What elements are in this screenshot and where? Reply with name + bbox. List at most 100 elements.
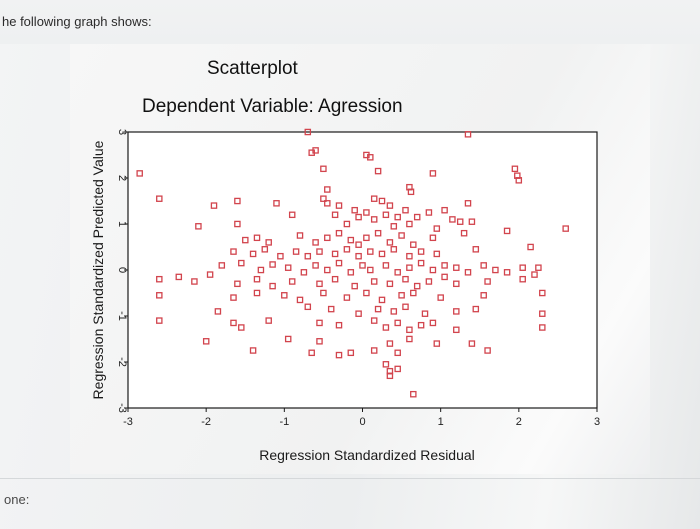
y-tick-label: 0 [116, 267, 128, 273]
scatter-point [386, 280, 394, 288]
scatter-point [394, 269, 401, 276]
scatter-point [433, 340, 441, 347]
scatter-point [312, 239, 319, 246]
scatter-point [288, 211, 296, 219]
scatter-point [390, 223, 398, 230]
scatter-point [191, 278, 198, 285]
y-tick-label: 1 [116, 221, 128, 227]
scatter-point [351, 282, 358, 290]
scatter-point [238, 259, 245, 267]
scatter-point [394, 349, 401, 357]
y-axis-label: Regression Standardized Predicted Value [90, 140, 106, 399]
scatter-point [480, 292, 487, 299]
y-tick-label: -3 [116, 403, 128, 413]
scatter-point [355, 213, 362, 221]
scatter-point [484, 347, 491, 354]
scatter-point [253, 234, 261, 242]
scatter-point [214, 308, 222, 315]
scatter-point [382, 262, 390, 269]
scatter-point [230, 248, 237, 255]
x-tick-label: 2 [516, 416, 522, 428]
scatter-point [363, 234, 370, 242]
scatter-point [398, 292, 405, 299]
scatter-point [374, 167, 382, 175]
scatter-point [370, 195, 378, 202]
scatter-point [347, 269, 355, 276]
scatter-point [296, 296, 304, 304]
scatter-point [492, 266, 499, 274]
scatter-point [308, 149, 315, 156]
scatter-point [355, 252, 362, 260]
scatter-point [273, 200, 280, 207]
scatter-point [468, 340, 476, 347]
x-axis-ticks: -3 -2 -1 0 1 2 3 [123, 408, 600, 428]
scatter-point [472, 246, 480, 253]
scatter-point [308, 349, 315, 357]
scatter-point [331, 211, 339, 219]
scatter-point [324, 266, 331, 274]
scatter-point [136, 170, 143, 177]
scatter-point [539, 310, 546, 317]
scatter-point [464, 200, 472, 207]
scatter-point [367, 154, 374, 161]
scatter-point [355, 310, 362, 317]
scatter-point [453, 326, 460, 334]
scatter-point [242, 236, 249, 244]
scatter-point [331, 250, 339, 258]
scatter-point [234, 197, 241, 205]
y-tick-label: 2 [116, 175, 128, 181]
scatter-point [410, 241, 417, 248]
scatter-point [433, 225, 441, 232]
scatter-point [195, 223, 202, 230]
scatter-point [519, 275, 526, 283]
scatter-point [402, 206, 409, 214]
scatter-point [378, 296, 386, 304]
scatter-point [335, 321, 343, 329]
scatter-point [343, 220, 351, 228]
scatter-point [249, 347, 257, 354]
scatter-point [394, 213, 401, 221]
scatter-point [281, 292, 288, 299]
x-tick-label: -3 [123, 416, 133, 428]
scatter-point [425, 209, 433, 216]
scatter-point [234, 220, 241, 228]
scatter-point [417, 248, 425, 255]
scatter-point [562, 225, 569, 232]
scatter-point [382, 361, 390, 368]
x-tick-label: -1 [279, 416, 289, 428]
scatter-point [320, 289, 327, 297]
scatter-point [402, 303, 409, 311]
chart-subtitle: Dependent Variable: Agression [142, 96, 403, 117]
scatter-point [413, 282, 421, 290]
scatter-point [417, 259, 425, 267]
scatter-point [370, 317, 378, 324]
scatter-point [425, 278, 433, 285]
scatter-point [292, 248, 300, 255]
scatter-point [370, 278, 378, 285]
scatter-point [363, 289, 370, 297]
scatter-point [382, 324, 390, 331]
scatter-point [386, 239, 394, 246]
scatter-point [539, 324, 546, 331]
scatter-point [441, 206, 448, 214]
scatter-point [429, 234, 437, 242]
scatter-point [519, 264, 526, 271]
scatter-point [284, 264, 292, 271]
scatter-point [402, 275, 409, 283]
scatter-point [386, 202, 394, 209]
scatter-point [331, 275, 339, 283]
scatter-point [386, 340, 394, 347]
scatter-point [406, 264, 413, 271]
scatter-point [156, 292, 163, 299]
scatter-point [347, 236, 355, 244]
scatter-point [316, 280, 323, 288]
scatter-point [230, 319, 237, 327]
scatter-point [390, 308, 398, 315]
x-tick-label: 1 [438, 416, 444, 428]
scatter-point [296, 232, 304, 239]
chart-title: Scatterplot [207, 58, 299, 79]
scatter-point [202, 338, 210, 345]
scatter-point [453, 280, 460, 288]
y-tick-label: -2 [116, 357, 128, 367]
scatter-point [156, 275, 163, 283]
